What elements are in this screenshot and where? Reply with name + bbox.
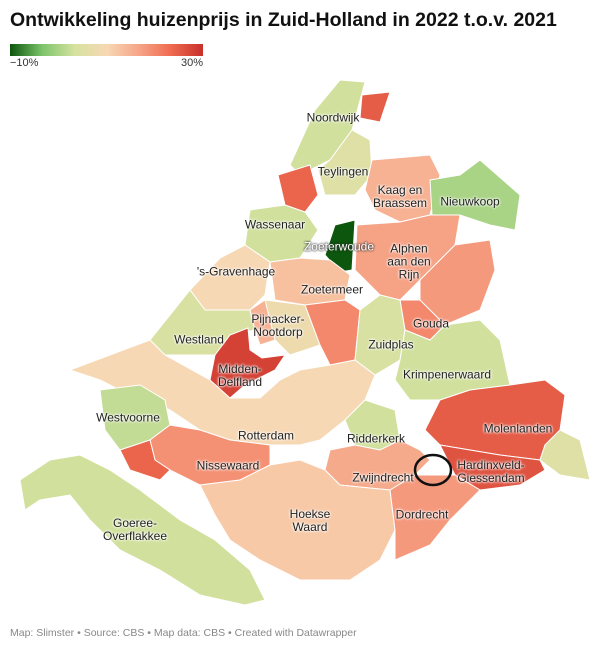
region — [317, 129, 373, 196]
region-label: Hoekse Waard — [289, 507, 331, 534]
region-label: Zoetermeer — [300, 282, 364, 297]
region-label: Westvoorne — [96, 410, 160, 425]
region-label: Midden- Delfland — [217, 362, 263, 389]
region — [269, 257, 351, 306]
region — [419, 239, 496, 326]
footer: Map: Slimster • Source: CBS • Map data: … — [10, 627, 357, 639]
region — [359, 91, 391, 123]
region-label: Pijnacker- Nootdorp — [251, 312, 305, 339]
title: Ontwikkeling huizenprijs in Zuid-Holland… — [10, 9, 557, 31]
region-label: Dordrecht — [395, 507, 449, 522]
region — [389, 474, 481, 561]
region — [209, 327, 287, 399]
region-label: Nissewaard — [196, 458, 260, 473]
region-label: Goeree- Overflakkee — [102, 516, 168, 543]
region-label: Zuidplas — [368, 337, 414, 352]
region-label: Zwijndrecht — [352, 470, 414, 485]
region-label: Hardinxveld- Giessendam — [457, 458, 525, 485]
highlight-circle — [413, 453, 453, 487]
region-label: Kaag en Braassem — [372, 183, 428, 210]
region-label: Wassenaar — [244, 217, 306, 232]
region-label: Westland — [174, 332, 224, 347]
region-label: Krimpenerwaard — [402, 367, 492, 382]
legend-max-label: 30% — [180, 57, 203, 69]
region — [119, 439, 171, 481]
region-label: Nieuwkoop — [440, 194, 500, 209]
region-label: Rotterdam — [237, 428, 295, 443]
region-label: Teylingen — [317, 164, 369, 179]
legend-gradient — [10, 44, 203, 56]
region — [277, 164, 319, 213]
region-label: Alphen aan den Rijn — [387, 241, 431, 282]
legend-min-label: −10% — [10, 57, 39, 69]
region — [249, 299, 276, 346]
region-label: Noordwijk — [306, 110, 360, 125]
regions — [19, 79, 591, 606]
region-label: 's-Gravenhage — [196, 264, 276, 279]
region — [19, 454, 266, 606]
region — [354, 294, 406, 376]
region — [289, 79, 366, 176]
region — [324, 219, 356, 273]
region-label: Molenlanden — [483, 421, 553, 436]
region-label: Ridderkerk — [346, 431, 406, 446]
region-label: Gouda — [412, 316, 450, 331]
region-label: Zoeterwoude — [303, 239, 375, 254]
